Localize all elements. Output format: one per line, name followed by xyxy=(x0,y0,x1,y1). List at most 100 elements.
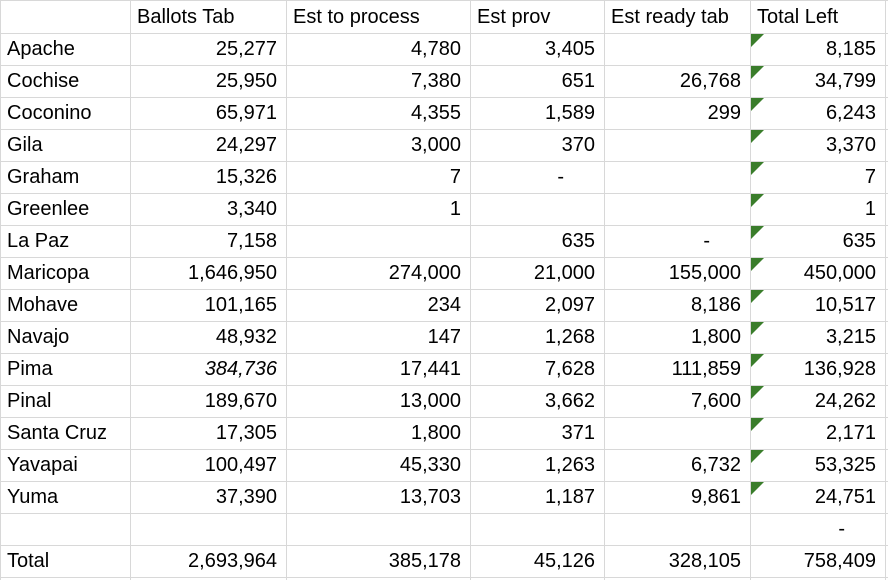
cell-county[interactable]: Santa Cruz xyxy=(0,417,131,450)
cell-ballots-tab[interactable]: 15,326 xyxy=(130,161,287,194)
cell-total-left[interactable]: 10,517 xyxy=(750,289,886,322)
cell-ballots-tab[interactable]: 65,971 xyxy=(130,97,287,130)
cell-est-prov[interactable]: 21,000 xyxy=(470,257,605,290)
cell-est-to-process[interactable] xyxy=(286,225,471,258)
cell-ballots-tab[interactable]: 24,297 xyxy=(130,129,287,162)
cell-county[interactable]: Coconino xyxy=(0,97,131,130)
cell-county[interactable]: Greenlee xyxy=(0,193,131,226)
cell-est-to-process[interactable]: 4,780 xyxy=(286,33,471,66)
cell-total-left[interactable]: - xyxy=(750,513,886,546)
cell-ballots-tab[interactable]: 101,165 xyxy=(130,289,287,322)
cell-est-to-process[interactable]: 7,380 xyxy=(286,65,471,98)
cell-total-left[interactable]: 6,243 xyxy=(750,97,886,130)
cell-est-ready-tab[interactable]: 6,732 xyxy=(604,449,751,482)
cell-total-left[interactable]: 758,409 xyxy=(750,545,886,578)
cell-ballots-tab[interactable]: 100,497 xyxy=(130,449,287,482)
cell-county[interactable]: Maricopa xyxy=(0,257,131,290)
header-county[interactable] xyxy=(0,0,131,34)
cell-est-prov[interactable]: 370 xyxy=(470,129,605,162)
cell-county[interactable]: La Paz xyxy=(0,225,131,258)
cell-est-to-process[interactable]: 1 xyxy=(286,193,471,226)
cell-est-ready-tab[interactable]: 328,105 xyxy=(604,545,751,578)
cell-total-left[interactable]: 2,171 xyxy=(750,417,886,450)
cell-total-left[interactable]: 7 xyxy=(750,161,886,194)
cell-ballots-tab[interactable]: 384,736 xyxy=(130,353,287,386)
cell-est-prov[interactable]: 1,187 xyxy=(470,481,605,514)
cell-est-ready-tab[interactable] xyxy=(604,193,751,226)
cell-est-ready-tab[interactable]: 7,600 xyxy=(604,385,751,418)
cell-est-prov[interactable]: 371 xyxy=(470,417,605,450)
cell-est-prov[interactable]: 651 xyxy=(470,65,605,98)
cell-county[interactable]: Yuma xyxy=(0,481,131,514)
cell-total-left[interactable]: 450,000 xyxy=(750,257,886,290)
cell-total-left[interactable]: 136,928 xyxy=(750,353,886,386)
cell-est-prov[interactable] xyxy=(470,193,605,226)
cell-est-to-process[interactable]: 3,000 xyxy=(286,129,471,162)
cell-est-to-process[interactable]: 234 xyxy=(286,289,471,322)
header-total-left[interactable]: Total Left xyxy=(750,0,886,34)
cell-total-left[interactable]: 1 xyxy=(750,193,886,226)
cell-est-to-process[interactable] xyxy=(286,513,471,546)
cell-ballots-tab[interactable]: 7,158 xyxy=(130,225,287,258)
cell-county[interactable]: Apache xyxy=(0,33,131,66)
cell-est-prov[interactable]: 1,589 xyxy=(470,97,605,130)
cell-ballots-tab[interactable]: 37,390 xyxy=(130,481,287,514)
cell-ballots-tab[interactable]: 1,646,950 xyxy=(130,257,287,290)
cell-est-to-process[interactable]: 1,800 xyxy=(286,417,471,450)
cell-ballots-tab[interactable]: 189,670 xyxy=(130,385,287,418)
cell-est-prov[interactable] xyxy=(470,513,605,546)
cell-est-ready-tab[interactable]: 111,859 xyxy=(604,353,751,386)
cell-ballots-tab[interactable] xyxy=(130,513,287,546)
cell-est-ready-tab[interactable]: 299 xyxy=(604,97,751,130)
cell-est-to-process[interactable]: 17,441 xyxy=(286,353,471,386)
cell-county[interactable]: Pima xyxy=(0,353,131,386)
cell-est-prov[interactable]: 3,662 xyxy=(470,385,605,418)
cell-est-ready-tab[interactable] xyxy=(604,513,751,546)
cell-est-ready-tab[interactable]: - xyxy=(604,225,751,258)
cell-est-prov[interactable]: 635 xyxy=(470,225,605,258)
cell-county[interactable] xyxy=(0,513,131,546)
cell-ballots-tab[interactable]: 3,340 xyxy=(130,193,287,226)
cell-est-prov[interactable]: 1,263 xyxy=(470,449,605,482)
cell-est-to-process[interactable]: 4,355 xyxy=(286,97,471,130)
cell-total-left[interactable]: 3,370 xyxy=(750,129,886,162)
cell-est-to-process[interactable]: 7 xyxy=(286,161,471,194)
cell-est-ready-tab[interactable] xyxy=(604,417,751,450)
cell-est-ready-tab[interactable] xyxy=(604,33,751,66)
cell-est-prov[interactable]: 1,268 xyxy=(470,321,605,354)
cell-total-left[interactable]: 34,799 xyxy=(750,65,886,98)
cell-county[interactable]: Pinal xyxy=(0,385,131,418)
cell-est-to-process[interactable]: 274,000 xyxy=(286,257,471,290)
cell-est-prov[interactable]: 7,628 xyxy=(470,353,605,386)
cell-county[interactable]: Mohave xyxy=(0,289,131,322)
cell-est-ready-tab[interactable]: 9,861 xyxy=(604,481,751,514)
header-est-ready-tab[interactable]: Est ready tab xyxy=(604,0,751,34)
cell-ballots-tab[interactable]: 2,693,964 xyxy=(130,545,287,578)
cell-total-left[interactable]: 53,325 xyxy=(750,449,886,482)
cell-county[interactable]: Navajo xyxy=(0,321,131,354)
cell-total-left[interactable]: 635 xyxy=(750,225,886,258)
cell-est-prov[interactable]: - xyxy=(470,161,605,194)
cell-est-prov[interactable]: 2,097 xyxy=(470,289,605,322)
cell-est-prov[interactable]: 45,126 xyxy=(470,545,605,578)
cell-total-left[interactable]: 3,215 xyxy=(750,321,886,354)
cell-county[interactable]: Yavapai xyxy=(0,449,131,482)
cell-est-to-process[interactable]: 13,000 xyxy=(286,385,471,418)
cell-est-ready-tab[interactable]: 1,800 xyxy=(604,321,751,354)
cell-total-left[interactable]: 24,751 xyxy=(750,481,886,514)
cell-est-to-process[interactable]: 45,330 xyxy=(286,449,471,482)
cell-county[interactable]: Gila xyxy=(0,129,131,162)
cell-est-ready-tab[interactable]: 8,186 xyxy=(604,289,751,322)
cell-est-ready-tab[interactable]: 26,768 xyxy=(604,65,751,98)
cell-est-to-process[interactable]: 147 xyxy=(286,321,471,354)
header-est-prov[interactable]: Est prov xyxy=(470,0,605,34)
cell-ballots-tab[interactable]: 25,950 xyxy=(130,65,287,98)
header-ballots-tab[interactable]: Ballots Tab xyxy=(130,0,287,34)
cell-county[interactable]: Total xyxy=(0,545,131,578)
cell-est-to-process[interactable]: 385,178 xyxy=(286,545,471,578)
cell-total-left[interactable]: 24,262 xyxy=(750,385,886,418)
cell-total-left[interactable]: 8,185 xyxy=(750,33,886,66)
cell-ballots-tab[interactable]: 48,932 xyxy=(130,321,287,354)
cell-county[interactable]: Graham xyxy=(0,161,131,194)
cell-ballots-tab[interactable]: 25,277 xyxy=(130,33,287,66)
